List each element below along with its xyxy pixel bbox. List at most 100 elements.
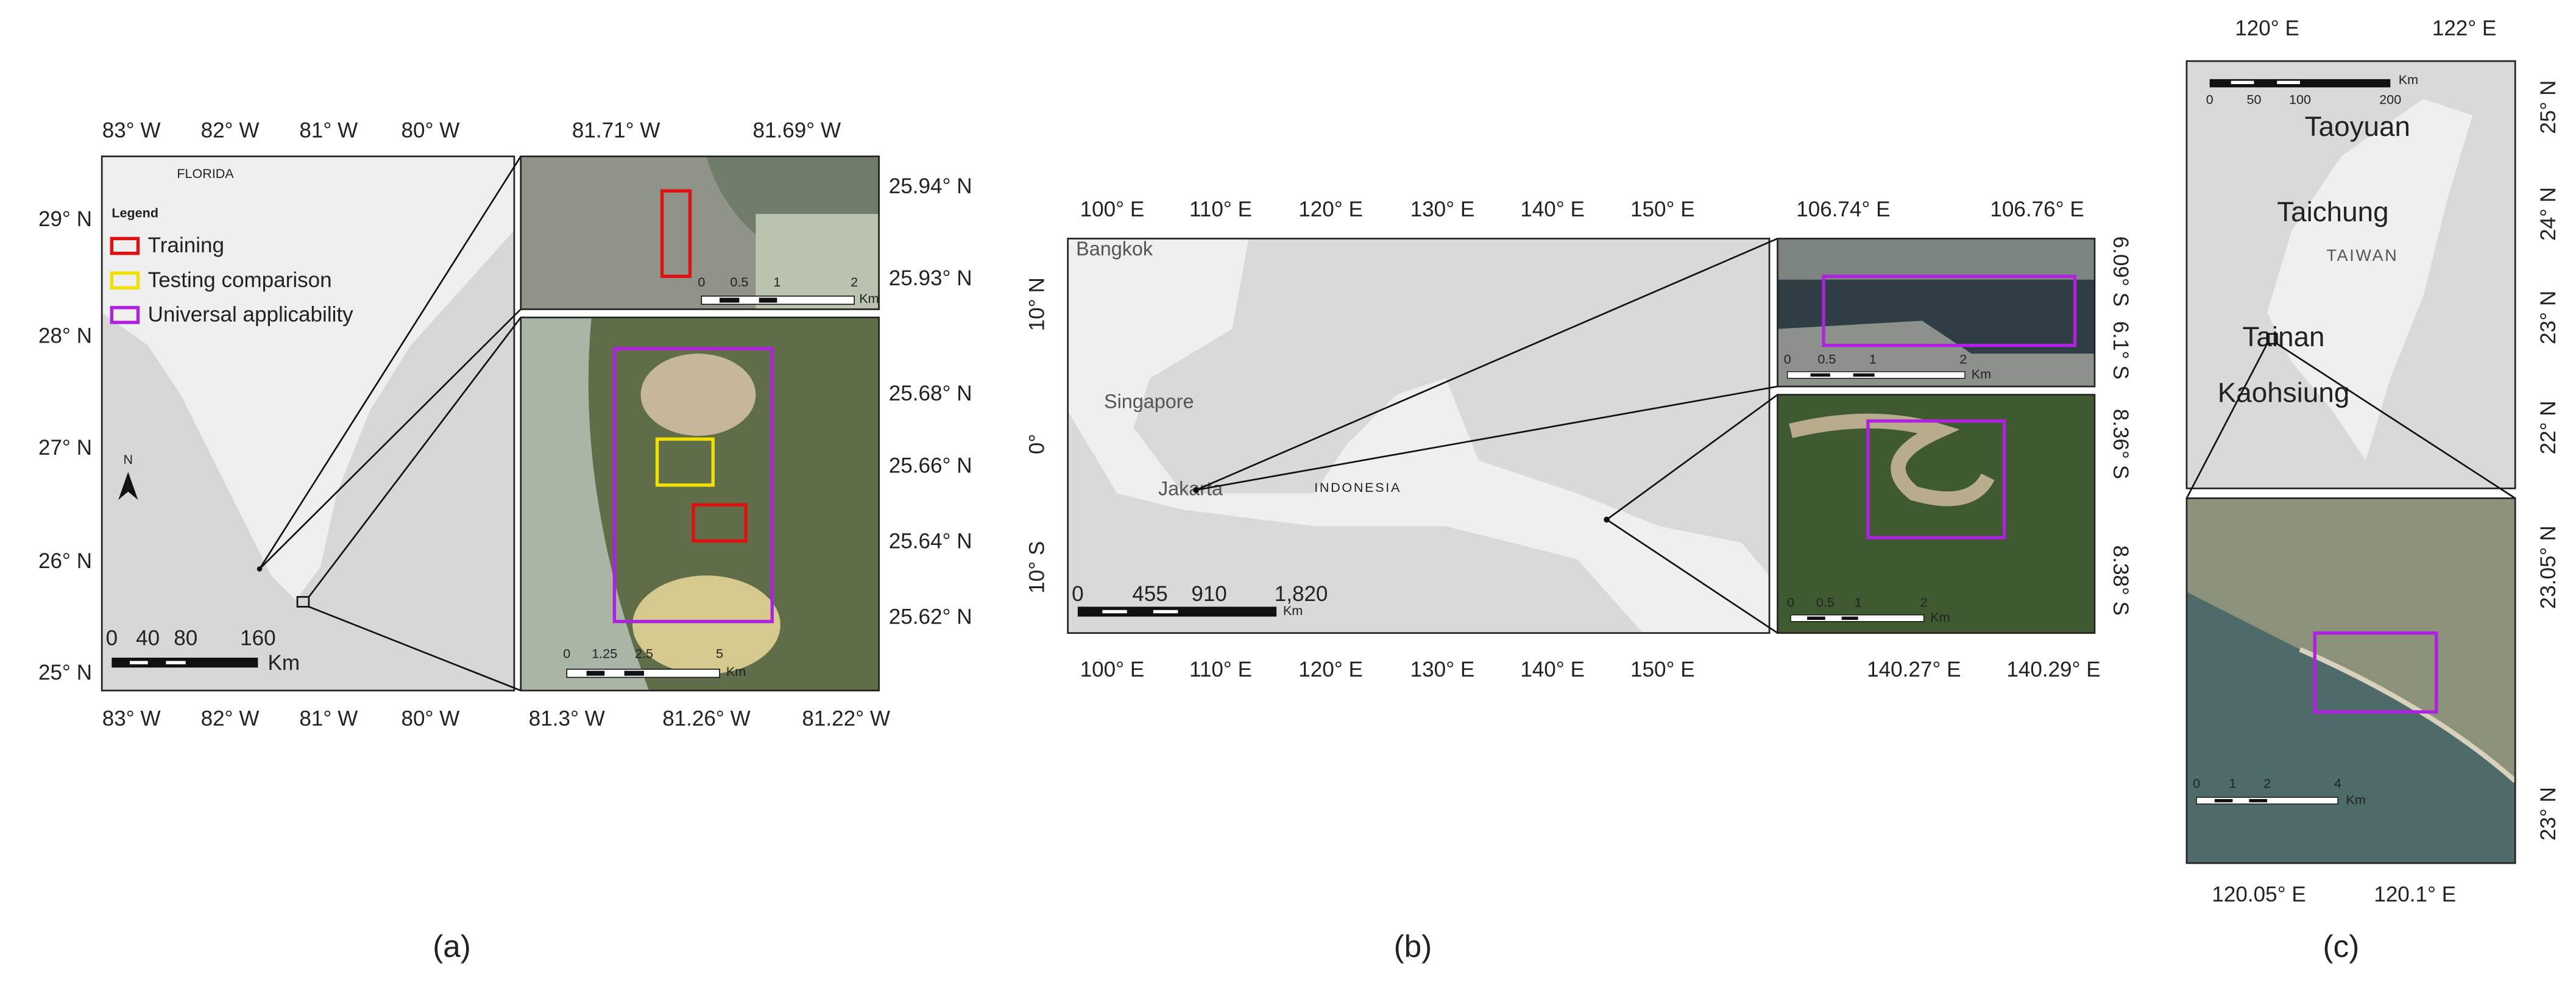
scale-bar (701, 295, 855, 305)
satellite-image (1777, 321, 2095, 387)
scale-label: 2.5 (635, 645, 653, 661)
tick-label: 120° E (1298, 658, 1363, 681)
tick-label: 140° E (1520, 658, 1585, 681)
tick-label: 8.36° S (2109, 409, 2132, 479)
scale-label: 160 (240, 627, 275, 650)
scale-label: 2 (851, 274, 858, 290)
tick-label: 28° N (38, 324, 92, 347)
tick-label: 81.22° W (802, 707, 890, 731)
tick-label: 25.64° N (889, 530, 972, 553)
legend-item: Testing comparison (148, 268, 332, 292)
scale-label: 0 (563, 645, 570, 661)
tick-label: 150° E (1630, 658, 1695, 681)
map-frame (1067, 238, 1771, 634)
tick-label: 8.38° S (2109, 546, 2132, 616)
map-frame (520, 316, 880, 692)
place-label: Taoyuan (2305, 111, 2410, 142)
satellite-image (755, 213, 879, 310)
scale-label: 0 (1784, 352, 1791, 367)
tick-label: 25° N (38, 661, 92, 685)
tick-label: 130° E (1410, 197, 1475, 221)
tick-label: 106.74° E (1796, 197, 1890, 221)
tick-label: 81.3° W (529, 707, 605, 731)
scale-unit: Km (1972, 366, 1991, 382)
legend-title: Legend (111, 205, 158, 221)
tick-label: 80° W (402, 118, 460, 142)
legend-item: Training (148, 233, 224, 257)
connector (1195, 238, 1778, 491)
scale-bar (130, 661, 148, 664)
scale-bar (1807, 616, 1825, 620)
scale-label: 0.5 (1816, 595, 1835, 610)
scale-label: 910 (1191, 582, 1226, 606)
tick-label: 120° E (2235, 16, 2299, 40)
satellite-image (520, 317, 649, 691)
tick-label: 140.27° E (1867, 658, 1961, 681)
river (1789, 413, 1995, 507)
scale-bar (2249, 798, 2268, 803)
map-frame (2185, 60, 2516, 489)
tick-label: 140.29° E (2006, 658, 2100, 681)
tick-label: 122° E (2432, 16, 2497, 40)
scale-bar (624, 670, 644, 676)
map-frame (1777, 238, 2096, 388)
connector (1195, 385, 1778, 491)
scale-bar (1841, 616, 1858, 620)
place-label: Taichung (2277, 196, 2388, 227)
universal-box (2313, 631, 2438, 714)
scale-label: 0 (1072, 582, 1084, 606)
connector (2185, 343, 2268, 499)
scale-label: 1 (1855, 595, 1862, 610)
tick-label: 81° W (299, 118, 358, 142)
tick-label: 81.69° W (752, 118, 841, 142)
map-frame (2185, 497, 2516, 864)
tick-label: 25.62° N (889, 605, 972, 629)
legend-item: Universal applicability (148, 302, 353, 326)
scale-bar (1853, 373, 1875, 377)
scale-label: 1 (2229, 775, 2236, 791)
universal-box (1866, 419, 2006, 539)
tick-label: 25.66° N (889, 453, 972, 477)
scale-label: 80 (174, 627, 197, 650)
connector (258, 155, 522, 570)
scale-label: 200 (2379, 92, 2401, 107)
tick-label: 100° E (1080, 658, 1145, 681)
scale-bar (2231, 80, 2254, 84)
scale-unit: Km (268, 651, 300, 675)
tick-label: 6.09° S (2109, 236, 2132, 307)
tick-label: 100° E (1080, 197, 1145, 221)
scale-bar (759, 297, 777, 303)
connector (1606, 394, 1778, 521)
tick-label: 25.93° N (889, 266, 972, 290)
tick-label: 25.94° N (889, 174, 972, 198)
tick-label: 83° W (102, 707, 161, 731)
tick-label: 80° W (402, 707, 460, 731)
location-box (2266, 333, 2278, 345)
map-frame (101, 155, 515, 692)
tick-label: 82° W (201, 707, 260, 731)
scale-unit: Km (1930, 610, 1950, 625)
scale-bar (2277, 80, 2300, 84)
tick-label: 25.68° N (889, 382, 972, 405)
tick-label: 23° N (2536, 291, 2560, 344)
scale-label: 0 (2206, 92, 2213, 107)
scale-bar (586, 670, 605, 676)
tick-label: 110° E (1189, 658, 1252, 681)
tick-label: 25° N (2536, 80, 2560, 134)
caption: (a) (433, 929, 471, 964)
scale-bar (1787, 371, 1966, 379)
universal-box (1822, 274, 2077, 347)
land (1067, 238, 1770, 633)
satellite-image (1777, 238, 2095, 280)
tick-label: 81.71° W (572, 118, 660, 142)
scale-bar (2214, 798, 2233, 803)
scale-label: 4 (2334, 775, 2341, 791)
scale-label: 0.5 (730, 274, 748, 290)
scale-label: 0 (1787, 595, 1794, 610)
land (102, 156, 514, 600)
training-box (660, 189, 692, 279)
tick-label: 10° N (1025, 277, 1049, 331)
legend-swatch (110, 305, 140, 324)
place-label: INDONESIA (1314, 480, 1401, 495)
